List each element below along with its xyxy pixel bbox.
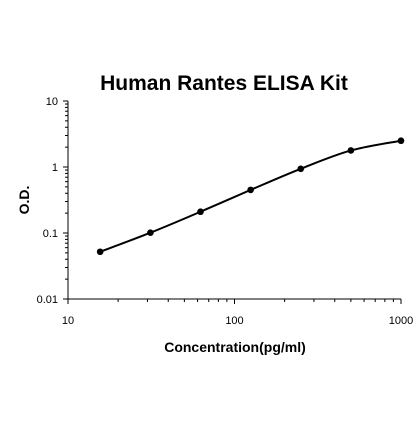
x-tick-label: 10 (62, 315, 74, 327)
x-axis-label: Concentration(pg/ml) (164, 339, 306, 355)
data-point (397, 137, 405, 145)
data-point (197, 208, 204, 216)
y-tick-label: 10 (46, 96, 58, 108)
data-point (347, 147, 355, 154)
data-markers (96, 137, 405, 256)
x-minor-ticks (117, 299, 394, 302)
data-point (297, 165, 305, 173)
data-point (247, 186, 254, 194)
series-curve (99, 139, 402, 253)
chart-title: Human Rantes ELISA Kit (100, 72, 348, 95)
data-point (96, 248, 104, 256)
x-tick-label: 1000 (389, 315, 413, 327)
y-tick-label: 0.01 (37, 294, 58, 306)
y-minor-ticks (65, 103, 68, 280)
data-point (147, 229, 154, 237)
plot-area: 10 1 0.1 0.01 10 100 1000 (37, 96, 414, 327)
y-axis-label: O.D. (16, 186, 32, 215)
x-tick-label: 100 (225, 315, 243, 327)
y-tick-label: 0.1 (43, 228, 58, 240)
y-ticks: 10 1 0.1 0.01 (37, 96, 68, 306)
x-ticks: 10 100 1000 (62, 299, 413, 327)
y-tick-label: 1 (52, 162, 58, 174)
